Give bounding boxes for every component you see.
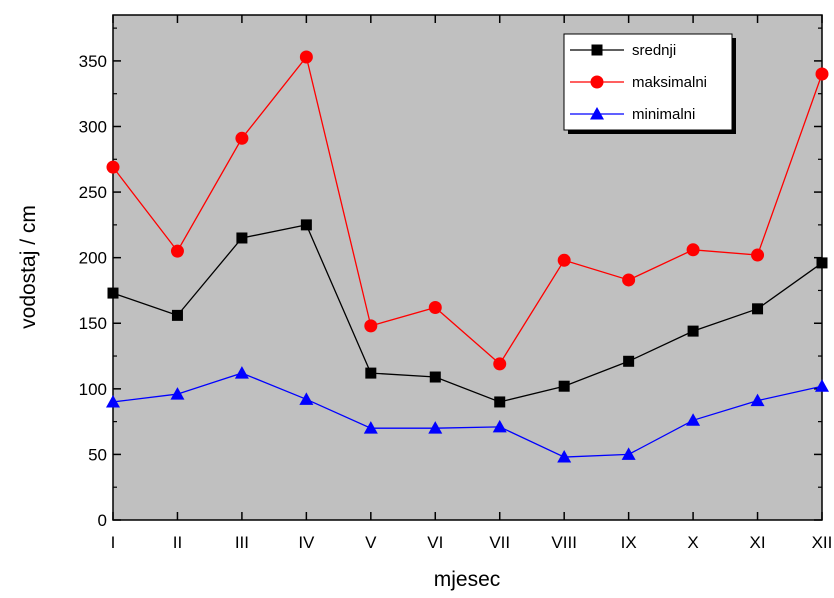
series-minimalni xyxy=(106,366,829,463)
data-point-triangle xyxy=(590,107,604,120)
x-tick-label: V xyxy=(365,533,377,552)
data-point-triangle xyxy=(428,421,443,434)
x-tick-label: III xyxy=(235,533,249,552)
data-point-square xyxy=(591,44,603,56)
x-tick-label: VII xyxy=(489,533,510,552)
x-tick-label: VI xyxy=(427,533,443,552)
series-line xyxy=(112,224,823,403)
series-line xyxy=(112,372,823,458)
data-point-circle xyxy=(557,253,571,267)
series-layer xyxy=(106,50,829,463)
x-tick-label: XI xyxy=(750,533,766,552)
y-axis-title: vodostaj / cm xyxy=(17,205,40,329)
x-axis-title: mjesec xyxy=(434,568,501,591)
x-tick-label: X xyxy=(687,533,698,552)
y-tick-label: 250 xyxy=(79,183,107,202)
series-maksimalni xyxy=(106,50,829,371)
data-point-circle xyxy=(106,160,120,174)
y-tick-label: 300 xyxy=(79,117,107,136)
y-tick-label: 150 xyxy=(79,314,107,333)
x-tick-label: I xyxy=(111,533,116,552)
data-point-circle xyxy=(235,131,249,145)
data-point-triangle xyxy=(492,419,507,433)
data-point-square xyxy=(236,232,248,244)
series-srednji xyxy=(107,219,828,408)
x-tick-label: IX xyxy=(621,533,637,552)
y-tick-label: 0 xyxy=(98,511,107,530)
data-point-square xyxy=(494,396,506,408)
data-point-triangle xyxy=(815,379,829,392)
data-point-triangle xyxy=(170,387,185,400)
data-point-square xyxy=(687,325,699,337)
x-tick-label: II xyxy=(173,533,182,552)
data-point-circle xyxy=(686,243,700,257)
legend-label: srednji xyxy=(632,42,676,59)
data-point-circle xyxy=(299,50,313,64)
data-point-triangle xyxy=(621,447,636,460)
data-point-square xyxy=(107,287,119,299)
data-point-square xyxy=(365,367,377,379)
y-tick-label: 50 xyxy=(88,445,107,464)
legend-label: minimalni xyxy=(632,106,695,123)
data-point-square xyxy=(300,219,312,231)
data-point-triangle xyxy=(557,450,572,463)
x-tick-label: VIII xyxy=(551,533,577,552)
data-point-square xyxy=(816,257,828,269)
data-point-circle xyxy=(170,244,184,258)
data-point-triangle xyxy=(750,393,765,407)
data-point-circle xyxy=(751,248,765,262)
data-point-square xyxy=(429,371,441,383)
data-point-triangle xyxy=(106,394,120,408)
data-point-circle xyxy=(622,273,636,287)
data-point-triangle xyxy=(686,413,701,426)
series-line xyxy=(112,55,823,365)
data-point-circle xyxy=(364,319,378,333)
y-tick-label: 350 xyxy=(79,52,107,71)
y-tick-label: 200 xyxy=(79,249,107,268)
legend: srednji maksimalni minimalni xyxy=(563,33,736,134)
y-tick-label: 100 xyxy=(79,380,107,399)
x-tick-label: XII xyxy=(812,533,833,552)
data-point-square xyxy=(558,380,570,392)
legend-label: maksimalni xyxy=(632,74,707,91)
data-point-square xyxy=(752,303,764,315)
data-point-circle xyxy=(428,301,442,315)
data-point-circle xyxy=(493,357,507,371)
data-point-square xyxy=(623,355,635,367)
data-point-circle xyxy=(815,67,829,81)
data-point-triangle xyxy=(299,392,314,405)
data-point-triangle xyxy=(363,421,378,434)
data-point-circle xyxy=(590,75,604,89)
data-point-triangle xyxy=(234,366,249,379)
x-tick-label: IV xyxy=(298,533,315,552)
data-point-square xyxy=(171,309,183,321)
